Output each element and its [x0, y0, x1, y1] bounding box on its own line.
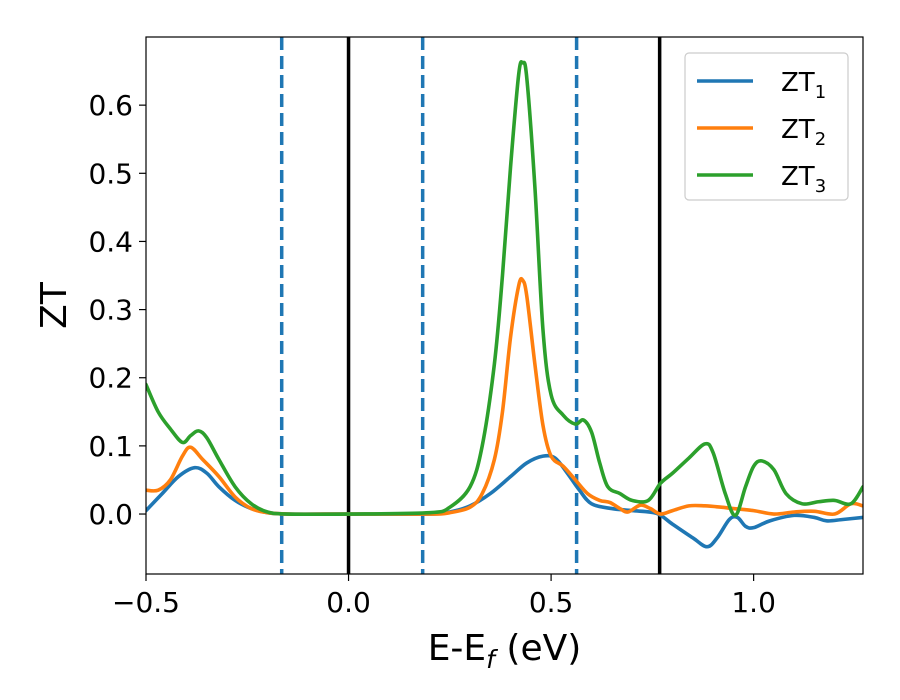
series-line-zt2 — [146, 276, 863, 517]
y-tick-label: 0.0 — [88, 498, 133, 531]
x-axis-title: E-Ef (eV) — [428, 628, 582, 674]
y-tick-label: 0.2 — [88, 362, 133, 395]
x-tick-label: 0.0 — [326, 586, 371, 619]
plot-frame — [145, 36, 864, 575]
y-tick-label: 0.1 — [88, 430, 133, 463]
legend-label-zt3: ZT3 — [781, 162, 826, 197]
y-axis-title: ZT — [34, 281, 75, 329]
x-tick-label: −0.5 — [112, 586, 180, 619]
legend-box — [684, 52, 849, 201]
reference-lines — [279, 37, 662, 574]
series-line-zt3 — [146, 59, 863, 518]
legend: ZT1 ZT2 ZT3 — [684, 52, 849, 201]
x-axis: −0.5 0.0 0.5 1.0 — [112, 574, 776, 619]
legend-label-zt2: ZT2 — [781, 115, 826, 150]
legend-label-zt1: ZT1 — [781, 68, 826, 103]
x-tick-label: 0.5 — [529, 586, 574, 619]
y-tick-label: 0.5 — [88, 157, 133, 190]
y-tick-label: 0.4 — [88, 225, 133, 258]
series-lines — [146, 59, 863, 549]
y-tick-label: 0.3 — [88, 294, 133, 327]
y-axis: 0.0 0.1 0.2 0.3 0.4 0.5 0.6 — [88, 89, 146, 531]
y-tick-label: 0.6 — [88, 89, 133, 122]
x-tick-label: 1.0 — [731, 586, 776, 619]
